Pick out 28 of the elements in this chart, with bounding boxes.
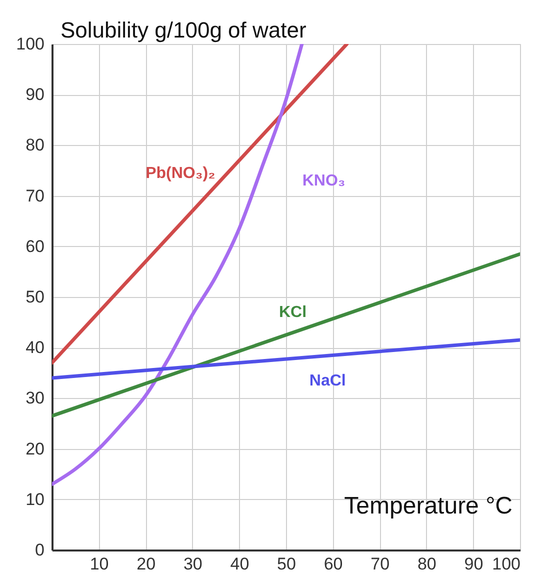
x-tick-label: 100	[492, 554, 520, 574]
x-tick-label: 70	[370, 554, 390, 574]
y-tick-label: 0	[35, 540, 44, 560]
series-label: Pb(NO₃)₂	[146, 165, 216, 182]
series-label: KCl	[278, 304, 307, 322]
x-tick-label: 80	[417, 554, 436, 574]
x-tick-label: 30	[183, 554, 202, 574]
y-tick-label: 100	[16, 34, 44, 54]
series-label: NaCl	[309, 372, 346, 390]
line-series	[52, 44, 304, 486]
x-tick-label: 50	[277, 554, 296, 574]
x-tick-label: 60	[324, 554, 343, 574]
y-tick-label: 20	[26, 439, 44, 458]
y-tick-label: 10	[26, 490, 44, 509]
y-tick-label: 90	[26, 85, 44, 104]
x-tick-label: 40	[230, 554, 250, 574]
y-tick-label: 30	[26, 388, 44, 408]
text: KNO₃	[302, 172, 346, 190]
y-tick-label: 70	[26, 186, 44, 206]
y-tick-label: 60	[26, 236, 44, 256]
x-axis-title: Temperature °C	[344, 492, 512, 520]
x-tick-label: 20	[136, 554, 156, 574]
y-axis-title: Solubility g/100g of water	[60, 18, 306, 42]
x-tick-label: 90	[464, 554, 484, 574]
y-tick-label: 40	[26, 338, 44, 358]
y-tick-label: 50	[26, 288, 44, 306]
y-tick-label: 80	[26, 136, 44, 155]
x-tick-label: 10	[90, 554, 109, 574]
